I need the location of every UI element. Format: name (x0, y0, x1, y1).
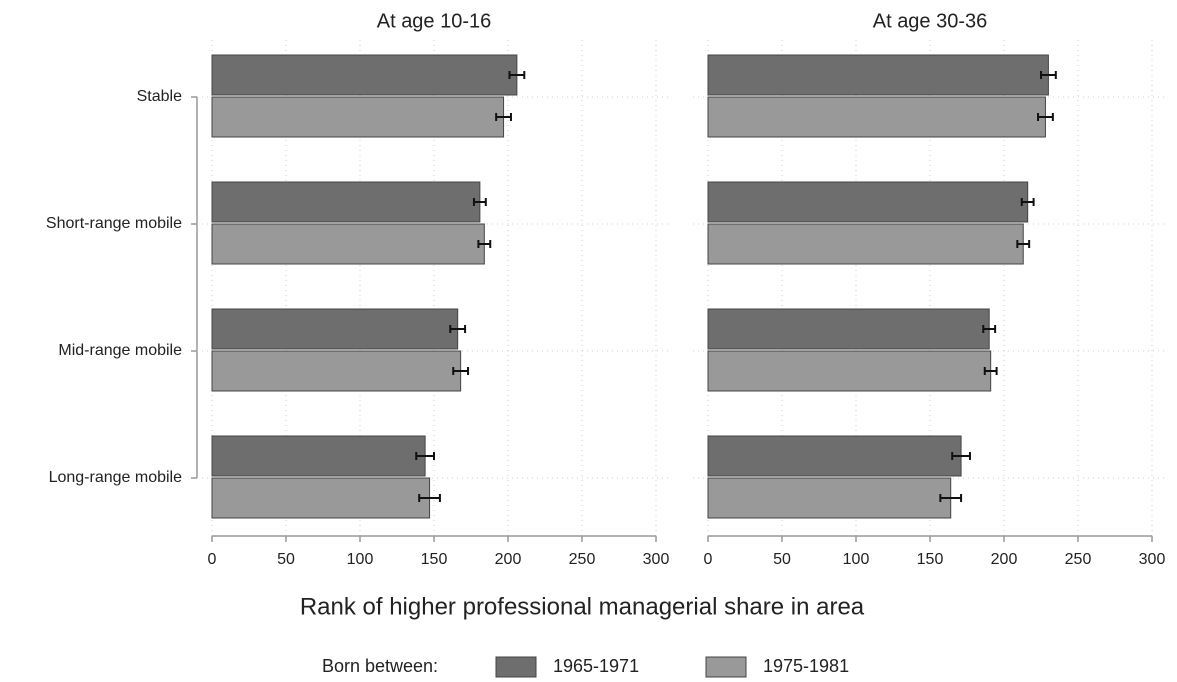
bar (707, 435, 962, 477)
x-tick-label: 0 (704, 551, 713, 568)
error-bar (495, 113, 512, 121)
legend-swatch (495, 656, 537, 678)
x-tick-label: 100 (347, 551, 374, 568)
error-bar (1020, 198, 1035, 206)
y-tick-label: Stable (137, 88, 182, 105)
error-bar (1037, 113, 1054, 121)
bar (707, 477, 952, 519)
legend-title: Born between: (322, 656, 438, 676)
bar (707, 54, 1049, 96)
y-tick-label: Long-range mobile (49, 469, 183, 486)
y-tick-label: Mid-range mobile (58, 342, 182, 359)
bar (707, 96, 1046, 138)
legend-label: 1975-1981 (763, 656, 849, 676)
bar (707, 308, 990, 350)
error-bar (939, 494, 963, 502)
bar (211, 181, 481, 223)
error-bar (1040, 71, 1057, 79)
bar (707, 223, 1024, 265)
error-bar (418, 494, 441, 502)
bar (211, 435, 426, 477)
error-bar (1016, 240, 1031, 248)
x-tick-label: 150 (917, 551, 944, 568)
bar (707, 181, 1029, 223)
panel-title: At age 30-36 (873, 10, 988, 32)
x-tick-label: 250 (1065, 551, 1092, 568)
bar (211, 54, 518, 96)
error-bar (982, 325, 997, 333)
bar (211, 477, 431, 519)
bar (211, 308, 459, 350)
y-tick-label: Short-range mobile (46, 215, 182, 232)
x-tick-label: 300 (1139, 551, 1166, 568)
x-tick-label: 0 (208, 551, 217, 568)
error-bar (472, 198, 487, 206)
error-bar (508, 71, 526, 79)
x-tick-label: 250 (569, 551, 596, 568)
x-tick-label: 200 (991, 551, 1018, 568)
x-tick-label: 300 (643, 551, 670, 568)
error-bar (452, 367, 470, 375)
bar (211, 223, 485, 265)
x-tick-label: 200 (495, 551, 522, 568)
legend-label: 1965-1971 (553, 656, 639, 676)
error-bar (415, 452, 435, 460)
panel-title: At age 10-16 (377, 10, 492, 32)
bar (211, 96, 505, 138)
x-tick-label: 50 (773, 551, 791, 568)
error-bar (477, 240, 492, 248)
x-tick-label: 50 (277, 551, 295, 568)
legend-swatch (705, 656, 747, 678)
error-bar (951, 452, 971, 460)
bar (707, 350, 992, 392)
error-bar (983, 367, 998, 375)
x-axis-label: Rank of higher professional managerial s… (300, 593, 865, 620)
x-tick-label: 150 (421, 551, 448, 568)
error-bar (449, 325, 467, 333)
bar (211, 350, 462, 392)
x-tick-label: 100 (843, 551, 870, 568)
